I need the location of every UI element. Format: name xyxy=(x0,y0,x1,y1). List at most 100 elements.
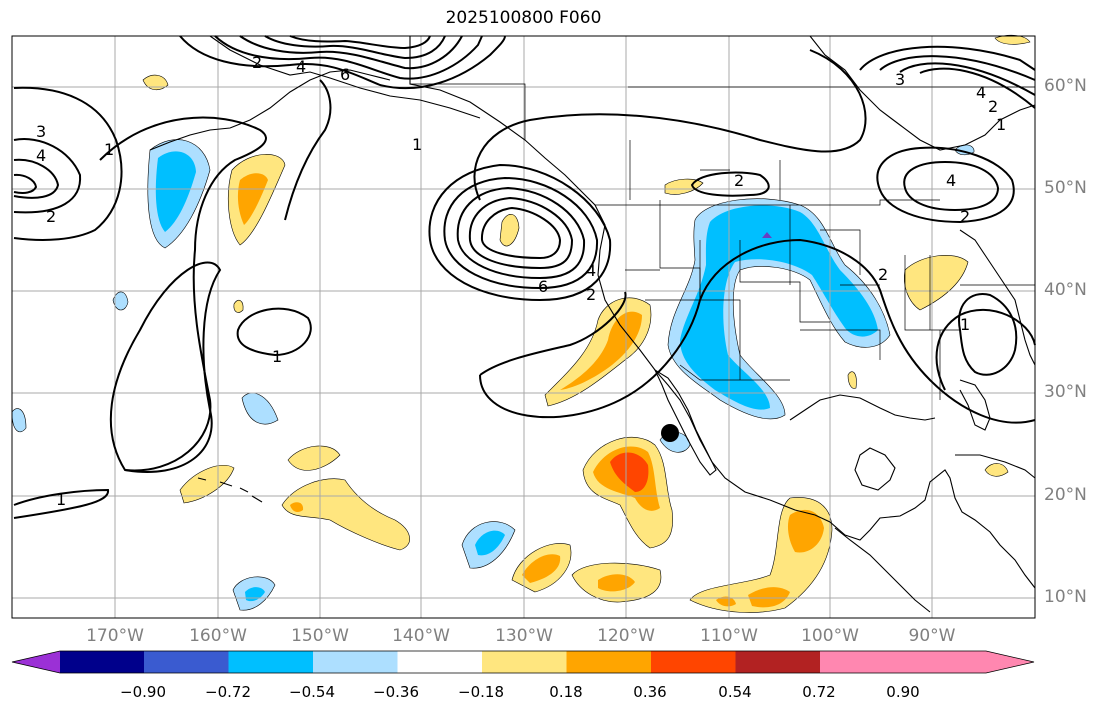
positive-anomaly-area xyxy=(664,178,704,195)
longitude-label: 110°W xyxy=(700,626,758,646)
alaska-coast xyxy=(209,35,481,119)
longitude-label: 150°W xyxy=(291,626,349,646)
contour-line xyxy=(239,35,463,70)
central-america xyxy=(834,527,931,613)
baja-california xyxy=(653,368,717,476)
contour-label: 1 xyxy=(272,347,282,366)
latitude-label: 40°N xyxy=(1044,280,1087,300)
contour-label: 4 xyxy=(586,261,596,280)
positive-anomaly-area xyxy=(179,464,235,504)
contour-line xyxy=(690,171,770,197)
contour-line xyxy=(903,160,1000,212)
contour-line xyxy=(13,488,110,519)
positive-anomaly-area xyxy=(787,509,824,553)
contour-line xyxy=(468,196,574,270)
positive-anomaly-area xyxy=(290,502,304,513)
colorbar-tick-label: −0.54 xyxy=(289,683,335,701)
colorbar-segment xyxy=(820,651,986,673)
longitude-label: 160°W xyxy=(189,626,247,646)
contour-line xyxy=(109,261,222,473)
contour-line xyxy=(236,307,312,357)
colorbar-tick-label: 0.36 xyxy=(633,683,667,701)
contour-label: 4 xyxy=(296,57,306,76)
contour-line xyxy=(859,45,1036,71)
contour-line xyxy=(179,35,506,90)
colorbar-segment xyxy=(397,651,483,673)
colorbar-segment xyxy=(651,651,736,673)
positive-anomaly-area xyxy=(748,587,790,608)
colorbar-outline xyxy=(11,650,1035,674)
north-america-coastline xyxy=(409,36,1036,589)
longitude-label: 140°W xyxy=(392,626,450,646)
contour-label: 4 xyxy=(946,171,956,190)
colorbar-tick-label: −0.18 xyxy=(458,683,504,701)
contour-label: 2 xyxy=(734,171,744,190)
contour-line xyxy=(456,186,586,280)
contour-label: 2 xyxy=(252,53,262,72)
latitude-label: 50°N xyxy=(1044,178,1087,198)
positive-anomaly-area xyxy=(499,214,520,247)
colorbar-tick-label: 0.72 xyxy=(802,683,836,701)
contour-line xyxy=(13,138,82,214)
cuba xyxy=(955,454,1036,479)
contour-label: 4 xyxy=(36,146,46,165)
contour-label: 6 xyxy=(340,65,350,84)
east-coast xyxy=(959,229,1036,366)
contour-label: 1 xyxy=(996,115,1006,134)
contour-line xyxy=(428,163,612,302)
positive-anomaly-area xyxy=(903,255,969,311)
contour-line xyxy=(13,158,60,199)
colorbar-tick-label: 0.90 xyxy=(886,683,920,701)
positive-anomaly-area xyxy=(237,173,268,225)
longitude-label: 90°W xyxy=(908,626,956,646)
longitude-label: 120°W xyxy=(597,626,655,646)
latitude-label: 10°N xyxy=(1044,587,1087,607)
contour-label: 3 xyxy=(36,122,46,141)
map-frame xyxy=(11,35,1036,619)
contour-line xyxy=(264,35,446,60)
contour-label: 2 xyxy=(988,97,998,116)
contour-label: 3 xyxy=(895,70,905,89)
contour-label: 1 xyxy=(412,135,422,154)
positive-anomaly-area xyxy=(716,596,736,607)
political-borders-layer xyxy=(410,83,1035,400)
longitude-label: 130°W xyxy=(495,626,553,646)
positive-anomaly-area xyxy=(142,74,169,90)
florida xyxy=(959,379,991,431)
contour-line xyxy=(899,62,1036,96)
negative-anomaly-area xyxy=(155,151,196,232)
positive-anomaly-area xyxy=(994,34,1031,45)
contour-line xyxy=(443,176,599,290)
colorbar-segment xyxy=(735,651,821,673)
negative-anomaly-area xyxy=(11,408,27,433)
negative-anomaly-area xyxy=(241,392,279,425)
contour-line xyxy=(13,86,123,241)
contour-label: 1 xyxy=(104,140,114,159)
positive-anomaly-area xyxy=(233,299,244,313)
colorbar-segment xyxy=(144,651,229,673)
contour-label: 2 xyxy=(878,265,888,284)
colorbar-segment xyxy=(228,651,314,673)
contour-line xyxy=(876,146,1015,224)
contour-label: 1 xyxy=(960,315,970,334)
contour-layer xyxy=(13,35,1036,519)
positive-anomaly-area xyxy=(847,371,857,389)
colorbar-segment xyxy=(313,651,398,673)
negative-anomaly-area xyxy=(762,232,772,238)
contour-line xyxy=(473,49,867,201)
contour-line xyxy=(214,35,483,80)
negative-anomaly-area xyxy=(475,530,505,556)
colorbar xyxy=(11,650,1035,674)
latitude-label: 60°N xyxy=(1044,76,1087,96)
contour-line xyxy=(479,291,627,376)
positive-anomaly-area xyxy=(560,311,642,390)
station-marker xyxy=(661,424,679,442)
colorbar-tick-label: −0.72 xyxy=(205,683,251,701)
colorbar-segment xyxy=(60,651,145,673)
colorbar-tick-label: −0.36 xyxy=(373,683,419,701)
gulf-of-mexico-coast xyxy=(789,394,936,421)
hudson-bay xyxy=(809,35,1036,151)
graticule xyxy=(12,36,1035,618)
contour-line xyxy=(289,35,431,50)
positive-anomaly-area xyxy=(522,554,561,583)
